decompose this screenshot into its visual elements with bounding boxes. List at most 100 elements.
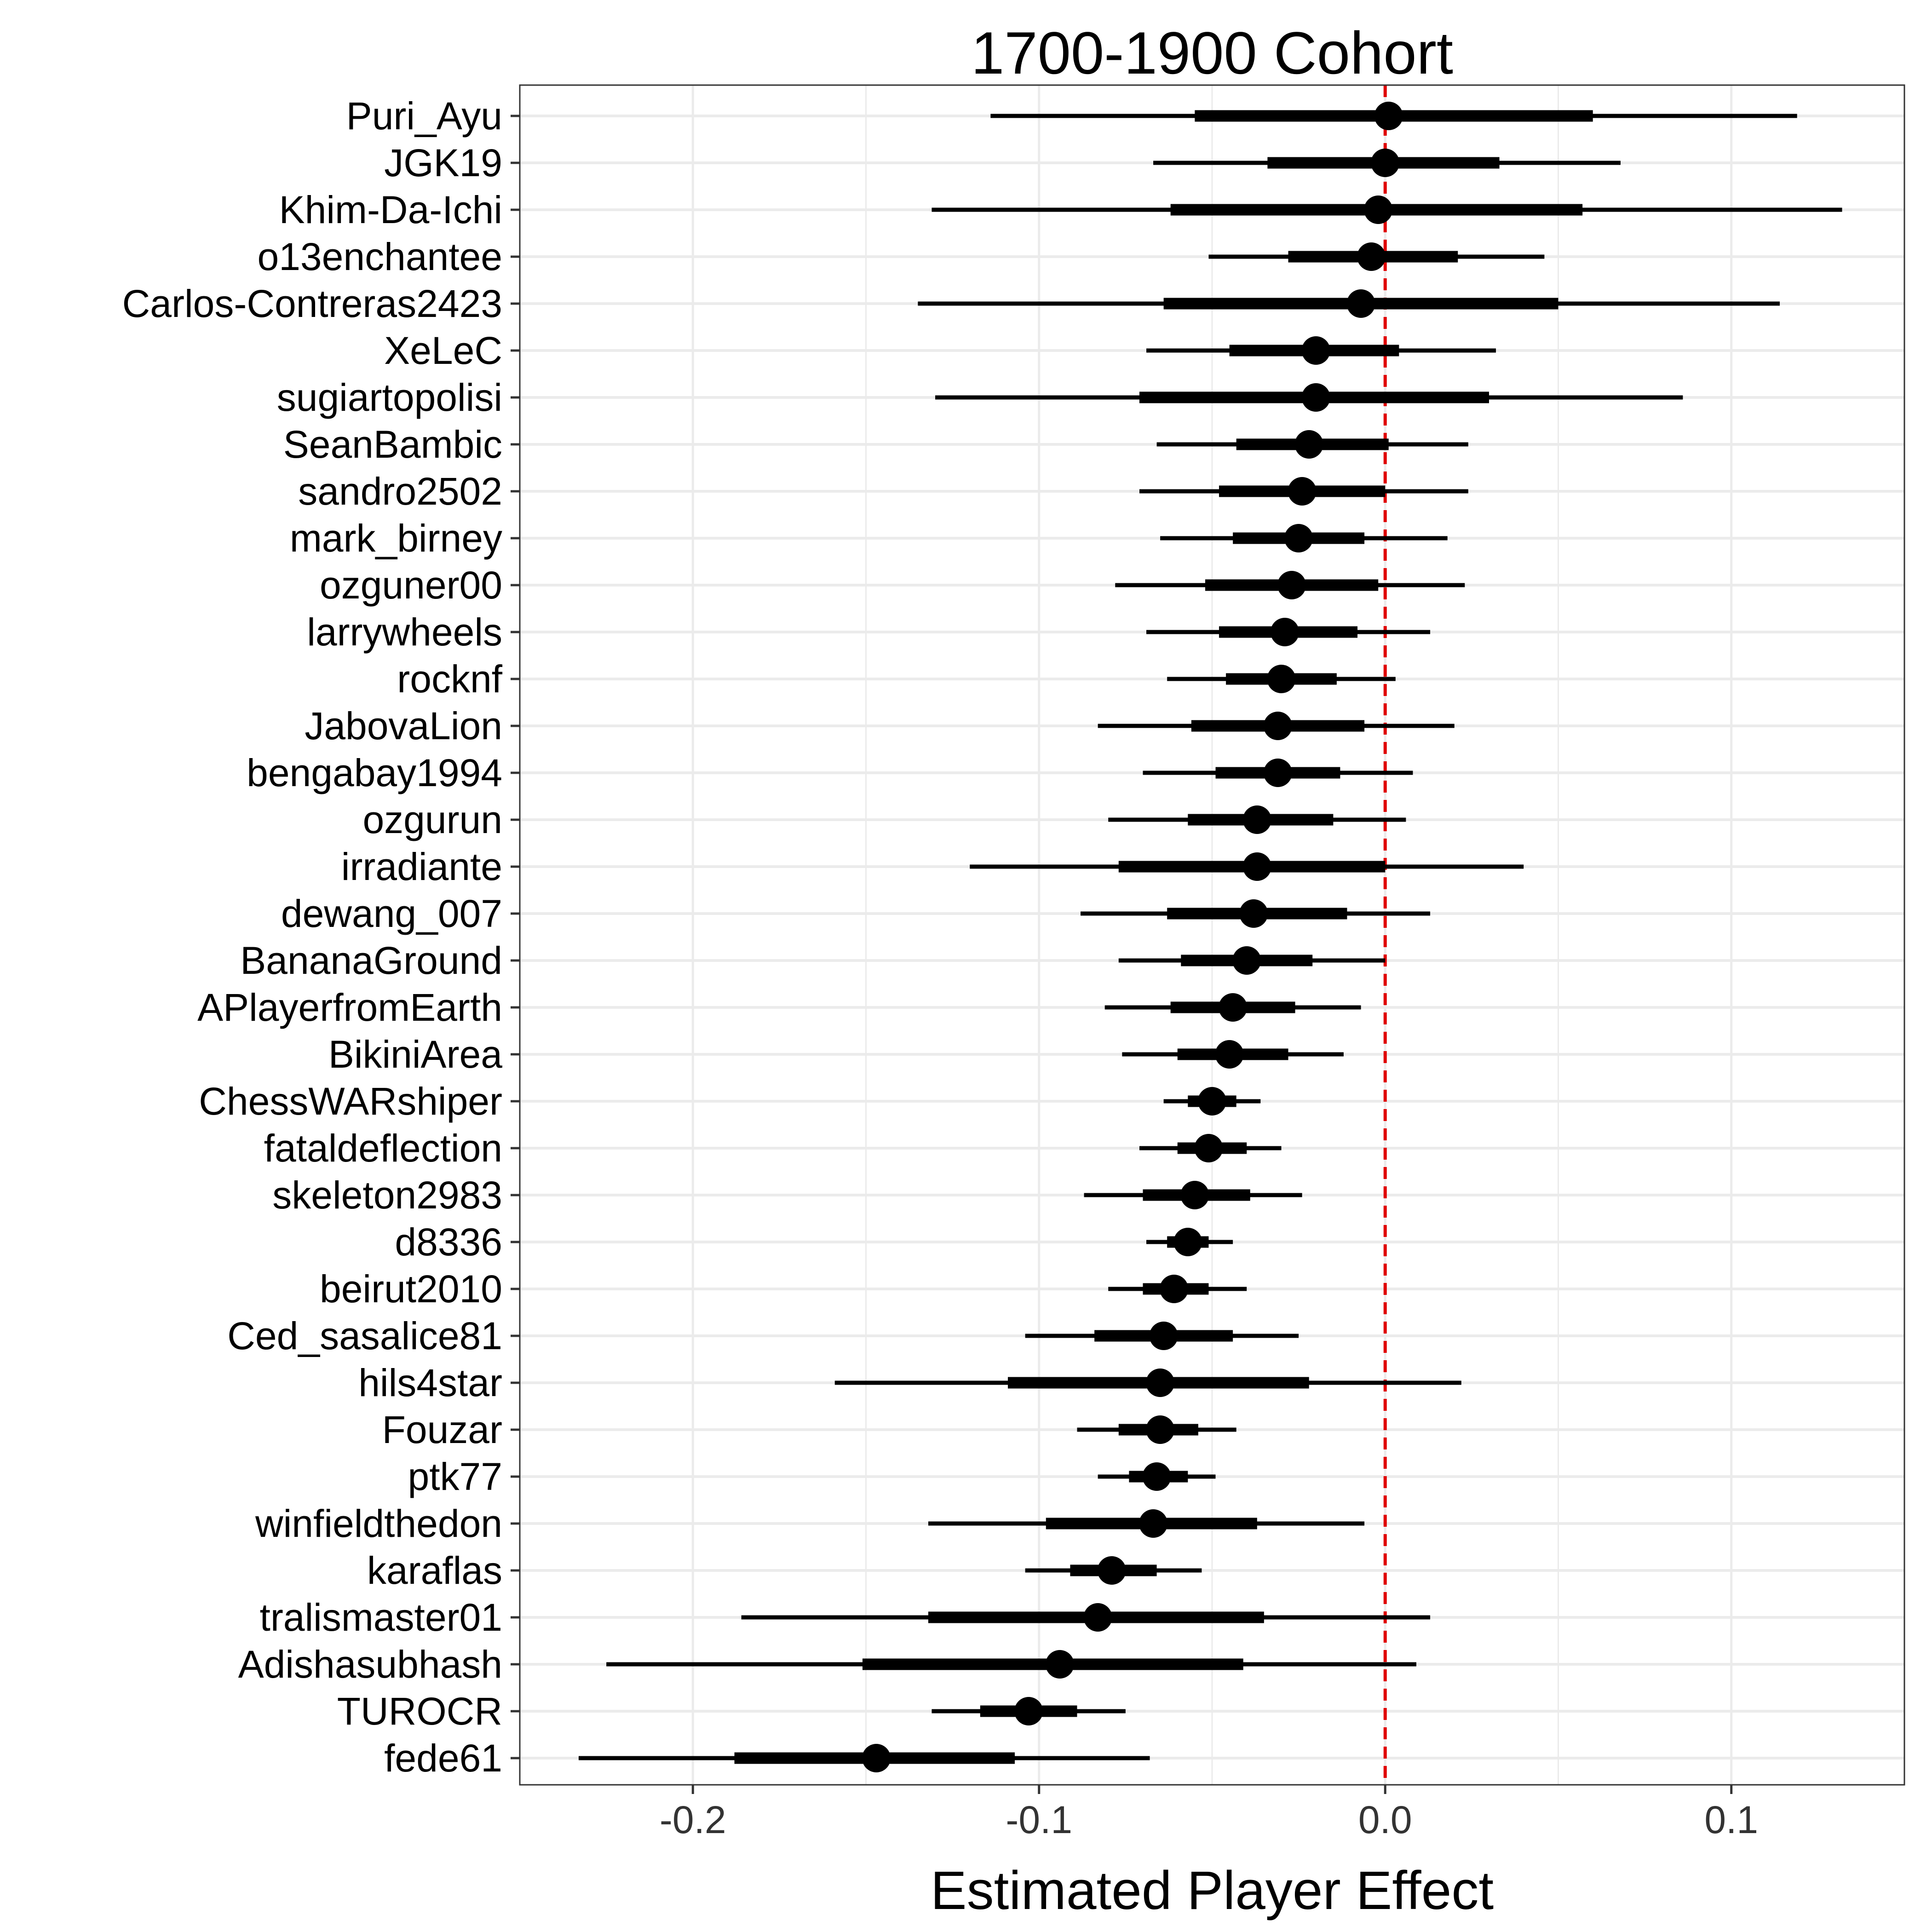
player-row-Khim-Da-Ichi <box>932 196 1842 224</box>
y-tick-label: tralismaster01 <box>259 1596 502 1639</box>
player-row-BananaGround <box>1118 946 1386 975</box>
player-row-d8336 <box>1146 1228 1233 1256</box>
y-tick-label: hils4star <box>358 1361 502 1404</box>
point-estimate <box>1301 336 1330 365</box>
player-row-XeLeC <box>1146 336 1496 365</box>
x-axis: -0.2 -0.1 0.0 0.1 <box>660 1785 1758 1841</box>
y-tick-label: ozguner00 <box>320 564 502 607</box>
y-tick-label: fede61 <box>384 1736 502 1780</box>
point-estimate <box>1267 665 1296 693</box>
y-tick-label: d8336 <box>395 1220 502 1264</box>
y-tick-label: Carlos-Contreras2423 <box>122 282 502 325</box>
point-estimate <box>1215 1040 1244 1069</box>
point-estimate <box>1198 1087 1226 1116</box>
x-axis-title: Estimated Player Effect <box>931 1860 1494 1921</box>
y-tick-label: BananaGround <box>240 939 502 982</box>
player-row-ozguner00 <box>1115 571 1465 599</box>
player-row-tralismaster01 <box>741 1603 1431 1632</box>
point-estimate <box>1146 1415 1175 1444</box>
y-tick-label: Adishasubhash <box>238 1643 502 1686</box>
player-row-Puri_Ayu <box>990 102 1797 130</box>
vertical-gridlines <box>519 85 1905 1785</box>
y-tick-label: SeanBambic <box>283 423 502 466</box>
point-estimate <box>1364 196 1393 224</box>
point-estimate <box>1346 289 1375 318</box>
y-tick-label: o13enchantee <box>257 235 502 278</box>
y-tick-label: Khim-Da-Ichi <box>279 188 502 231</box>
point-estimate <box>1097 1556 1126 1585</box>
point-estimate <box>1374 102 1403 130</box>
player-row-JGK19 <box>1153 149 1621 177</box>
chart-title: 1700-1900 Cohort <box>971 19 1453 86</box>
player-row-mark_birney <box>1160 524 1448 552</box>
point-estimate <box>1139 1509 1168 1538</box>
y-tick-label: Puri_Ayu <box>346 94 502 138</box>
player-row-fataldeflection <box>1139 1134 1282 1162</box>
y-tick-label: TUROCR <box>337 1690 502 1733</box>
point-estimate <box>1301 383 1330 412</box>
interval-marks <box>578 102 1842 1772</box>
y-tick-label: beirut2010 <box>320 1267 502 1311</box>
y-tick-label: JabovaLion <box>305 704 502 748</box>
y-axis: Puri_AyuJGK19Khim-Da-Ichio13enchanteeCar… <box>122 94 520 1780</box>
point-estimate <box>1242 805 1271 834</box>
y-tick-label: mark_birney <box>290 517 502 560</box>
point-estimate <box>1284 524 1313 552</box>
x-tick-label: 0.1 <box>1704 1798 1758 1841</box>
x-tick-label: -0.2 <box>660 1798 726 1841</box>
point-estimate <box>1219 993 1248 1022</box>
point-estimate <box>1371 149 1400 177</box>
point-estimate <box>1194 1134 1223 1162</box>
player-row-ptk77 <box>1098 1462 1216 1491</box>
x-tick-label: 0.0 <box>1358 1798 1412 1841</box>
y-tick-label: ozgurun <box>362 798 502 841</box>
y-tick-label: winfieldthedon <box>255 1502 502 1545</box>
player-row-winfieldthedon <box>928 1509 1365 1538</box>
point-estimate <box>1045 1650 1074 1679</box>
point-estimate <box>1242 852 1271 881</box>
player-row-Adishasubhash <box>606 1650 1416 1679</box>
player-row-ozgurun <box>1108 805 1406 834</box>
player-row-ChessWARshiper <box>1163 1087 1261 1116</box>
player-row-sugiartopolisi <box>935 383 1683 412</box>
player-row-TUROCR <box>932 1697 1126 1725</box>
point-estimate <box>1173 1228 1202 1256</box>
player-row-o13enchantee <box>1208 242 1545 271</box>
player-row-BikiniArea <box>1122 1040 1344 1069</box>
y-tick-label: larrywheels <box>307 610 502 654</box>
y-tick-label: bengabay1994 <box>247 751 502 794</box>
y-tick-label: sandro2502 <box>298 470 502 513</box>
player-row-fede61 <box>578 1744 1150 1772</box>
plot-panel <box>519 84 1905 1786</box>
player-row-beirut2010 <box>1108 1275 1247 1303</box>
panel-border <box>519 84 1905 1786</box>
point-estimate <box>1232 946 1261 975</box>
point-estimate <box>1142 1462 1171 1491</box>
y-tick-label: APlayerfromEarth <box>197 986 502 1029</box>
point-estimate <box>1294 430 1323 459</box>
y-tick-label: ptk77 <box>408 1455 503 1498</box>
y-tick-label: Ced_sasalice81 <box>227 1314 502 1357</box>
point-estimate <box>1263 759 1292 787</box>
y-tick-label: dewang_007 <box>281 892 502 935</box>
y-tick-label: skeleton2983 <box>272 1173 502 1217</box>
y-tick-label: BikiniArea <box>328 1033 502 1076</box>
player-row-Carlos-Contreras2423 <box>918 289 1780 318</box>
player-row-karaflas <box>1025 1556 1202 1585</box>
y-tick-label: sugiartopolisi <box>277 376 502 419</box>
player-row-SeanBambic <box>1156 430 1468 459</box>
x-tick-label: -0.1 <box>1006 1798 1072 1841</box>
player-row-irradiante <box>970 852 1524 881</box>
y-tick-label: Fouzar <box>382 1408 502 1451</box>
y-tick-label: karaflas <box>367 1549 502 1592</box>
player-row-dewang_007 <box>1081 899 1431 928</box>
player-row-Fouzar <box>1077 1415 1236 1444</box>
point-estimate <box>1263 712 1292 740</box>
y-tick-label: fataldeflection <box>264 1127 502 1170</box>
point-estimate <box>1083 1603 1112 1632</box>
y-tick-label: irradiante <box>341 845 502 888</box>
point-estimate <box>1357 242 1386 271</box>
y-tick-label: JGK19 <box>384 141 502 184</box>
point-estimate <box>1239 899 1268 928</box>
